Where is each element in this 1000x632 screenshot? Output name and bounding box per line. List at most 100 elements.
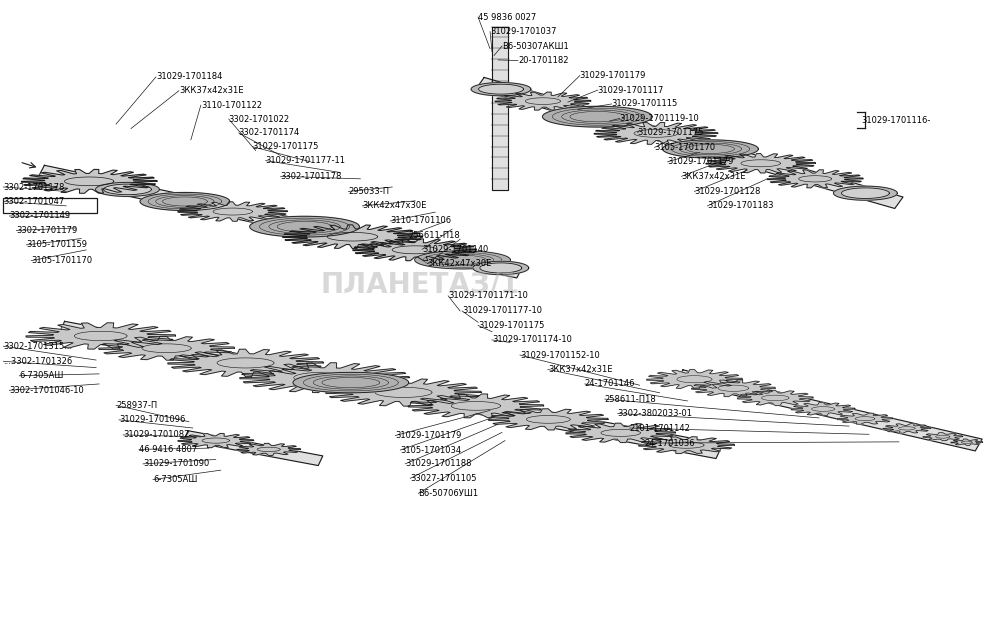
Text: 31029-1701096: 31029-1701096: [119, 415, 185, 424]
Text: 3110-1701106: 3110-1701106: [390, 217, 451, 226]
Text: 3302-3802033-01: 3302-3802033-01: [618, 409, 693, 418]
Polygon shape: [26, 323, 176, 349]
Text: 31029-1701152-10: 31029-1701152-10: [520, 351, 600, 360]
Text: 31029-1701188: 31029-1701188: [405, 459, 472, 468]
Polygon shape: [178, 434, 254, 447]
Polygon shape: [240, 363, 409, 392]
Text: 31029-1701177-11: 31029-1701177-11: [266, 156, 346, 165]
Text: В6-50706УШ1: В6-50706УШ1: [418, 489, 478, 498]
Polygon shape: [38, 166, 523, 278]
Text: 3105-1701170: 3105-1701170: [655, 143, 716, 152]
Text: 3302-1701149: 3302-1701149: [9, 212, 70, 221]
Text: ПЛАНЕТАЗ/1: ПЛАНЕТАЗ/1: [321, 270, 520, 298]
Polygon shape: [479, 84, 523, 94]
Polygon shape: [237, 444, 301, 456]
Polygon shape: [104, 184, 151, 195]
Text: 3КК37х42х31Е: 3КК37х42х31Е: [681, 172, 746, 181]
Text: 2101-1701142: 2101-1701142: [630, 423, 691, 432]
Text: 31029-1701171-10: 31029-1701171-10: [448, 291, 528, 300]
Text: 31029-1701116-: 31029-1701116-: [861, 116, 930, 125]
Polygon shape: [408, 394, 544, 418]
Text: 31029-1701140: 31029-1701140: [422, 245, 488, 254]
Polygon shape: [178, 202, 288, 221]
Text: 295033-П: 295033-П: [348, 187, 390, 196]
Polygon shape: [543, 106, 652, 127]
Polygon shape: [473, 261, 529, 275]
Text: 3302-1701047: 3302-1701047: [3, 197, 65, 206]
Text: 3105-1701170: 3105-1701170: [31, 256, 92, 265]
Text: 24-1701036: 24-1701036: [645, 439, 695, 447]
Text: 3110-1701122: 3110-1701122: [201, 100, 262, 110]
Polygon shape: [353, 239, 476, 261]
Polygon shape: [140, 192, 230, 210]
Polygon shape: [250, 216, 359, 237]
Polygon shape: [923, 433, 963, 441]
Polygon shape: [471, 83, 531, 96]
Polygon shape: [639, 437, 734, 454]
Text: 3105-1701034: 3105-1701034: [400, 446, 461, 454]
Text: 31029-1701082: 31029-1701082: [123, 430, 189, 439]
Text: 3КК37х42х31Е: 3КК37х42х31Е: [548, 365, 612, 374]
Text: 6-7305АШ: 6-7305АШ: [153, 475, 197, 484]
Text: 31029-1701090: 31029-1701090: [143, 459, 209, 468]
Text: В6-50307АКШ1: В6-50307АКШ1: [502, 42, 569, 51]
Polygon shape: [951, 439, 983, 446]
Polygon shape: [767, 170, 863, 188]
Polygon shape: [566, 423, 676, 442]
Polygon shape: [326, 379, 481, 406]
Polygon shape: [99, 336, 234, 360]
Text: 3302-1701022: 3302-1701022: [229, 114, 290, 123]
Text: 46 9416 4807: 46 9416 4807: [139, 445, 197, 454]
Text: 3302-1701179: 3302-1701179: [16, 226, 78, 235]
Text: 33027-1701105: 33027-1701105: [410, 474, 477, 483]
Polygon shape: [492, 27, 508, 190]
Text: 3302-1701174: 3302-1701174: [239, 128, 300, 137]
Polygon shape: [833, 186, 897, 200]
Text: 31029-1701115: 31029-1701115: [612, 99, 678, 109]
Text: 45 9836 0027: 45 9836 0027: [478, 13, 536, 21]
Polygon shape: [476, 78, 903, 209]
Text: 31029-1701128: 31029-1701128: [694, 187, 761, 196]
Text: 31029-1701179: 31029-1701179: [395, 431, 462, 440]
Text: 6-7305АШ: 6-7305АШ: [19, 371, 64, 380]
Polygon shape: [96, 183, 159, 197]
Polygon shape: [283, 225, 422, 248]
Text: 3302-1701315...: 3302-1701315...: [3, 342, 73, 351]
Text: 258937-П: 258937-П: [116, 401, 157, 410]
Polygon shape: [837, 413, 893, 424]
Text: 31029-1701175: 31029-1701175: [478, 321, 544, 330]
Text: 24-1701146: 24-1701146: [585, 379, 635, 389]
Polygon shape: [841, 188, 889, 198]
Polygon shape: [737, 391, 813, 406]
Text: 31029-1701177-10: 31029-1701177-10: [462, 307, 542, 315]
Polygon shape: [184, 431, 323, 466]
Text: 3КК42х47х30Е: 3КК42х47х30Е: [362, 202, 427, 210]
Polygon shape: [691, 380, 775, 397]
Text: 3КК42х47х30Е: 3КК42х47х30Е: [427, 259, 492, 268]
Polygon shape: [676, 370, 982, 451]
Polygon shape: [791, 403, 855, 415]
Polygon shape: [647, 370, 742, 389]
Text: 3302-1701178: 3302-1701178: [3, 183, 65, 191]
Text: 3302-1701046-10: 3302-1701046-10: [9, 386, 84, 395]
Text: 31029-1701184: 31029-1701184: [156, 73, 222, 82]
Polygon shape: [21, 169, 157, 193]
Text: 3105-1701159: 3105-1701159: [26, 240, 87, 250]
Text: ...3302-1701326: ...3302-1701326: [3, 357, 73, 366]
Text: 258611-П18: 258611-П18: [605, 394, 656, 404]
Text: 31029-1701174-10: 31029-1701174-10: [492, 336, 572, 344]
Polygon shape: [168, 349, 323, 377]
Text: 31029-1701037: 31029-1701037: [490, 27, 557, 36]
Polygon shape: [594, 123, 718, 144]
Polygon shape: [293, 372, 409, 393]
Text: 31029-1701117: 31029-1701117: [598, 85, 664, 95]
Polygon shape: [488, 409, 608, 430]
Text: 256611-П18: 256611-П18: [408, 231, 460, 240]
Polygon shape: [415, 251, 510, 269]
Polygon shape: [663, 140, 758, 158]
Polygon shape: [495, 92, 591, 110]
Text: 31029-1701175: 31029-1701175: [253, 142, 319, 151]
Polygon shape: [883, 423, 931, 433]
Text: 31029-1701183: 31029-1701183: [707, 202, 774, 210]
Text: 3КК37х42х31Е: 3КК37х42х31Е: [179, 86, 243, 95]
